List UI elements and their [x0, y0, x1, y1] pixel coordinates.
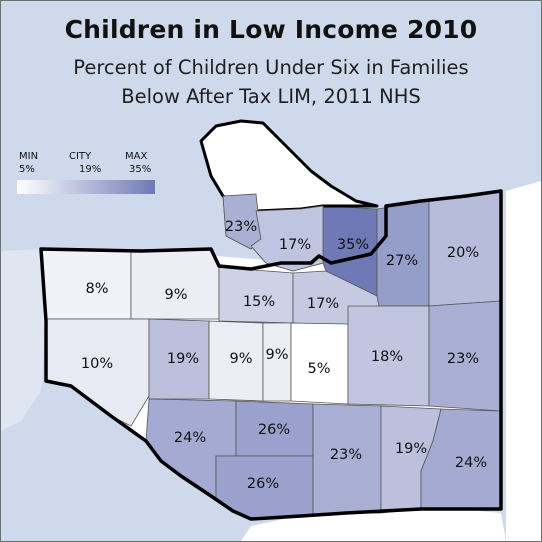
east-land — [506, 181, 541, 541]
map-subtitle-line2: Below After Tax LIM, 2011 NHS — [121, 85, 421, 108]
label-grandview-woodland: 27% — [386, 253, 418, 269]
region-kitsilano — [130, 248, 220, 320]
label-west-point-grey: 8% — [85, 281, 108, 297]
label-victoria-fraserview: 19% — [395, 441, 427, 457]
legend-city-value: 19% — [79, 164, 102, 175]
label-killarney: 24% — [455, 455, 487, 471]
legend-max-label: MAX — [125, 151, 148, 162]
label-fairview: 15% — [243, 294, 275, 310]
label-oakridge: 26% — [258, 422, 290, 438]
label-west-end: 23% — [225, 219, 257, 235]
legend: MIN 5% CITY 19% MAX 35% — [17, 149, 157, 199]
legend-min-label: MIN — [19, 151, 39, 162]
label-marpole: 26% — [247, 476, 279, 492]
label-mount-pleasant: 17% — [307, 296, 339, 312]
label-sunset: 23% — [330, 447, 362, 463]
map-title: Children in Low Income 2010 — [64, 15, 478, 44]
label-renfrew-collingwood: 23% — [447, 351, 479, 367]
legend-max-value: 35% — [129, 164, 152, 175]
label-downtown: 17% — [279, 237, 311, 253]
map-subtitle-line1: Percent of Children Under Six in Familie… — [73, 56, 469, 79]
label-arbutus-ridge: 19% — [167, 351, 199, 367]
label-kerrisdale: 24% — [174, 430, 206, 446]
label-kitsilano: 9% — [164, 287, 187, 303]
label-riley-park: 5% — [307, 361, 330, 377]
legend-city-label: CITY — [69, 151, 92, 162]
label-south-cambie: 9% — [265, 347, 288, 363]
label-dunbar-southlands: 10% — [81, 356, 113, 372]
downtown-overlay — [250, 205, 324, 272]
city-boundary — [39, 189, 503, 521]
legend-min-value: 5% — [19, 164, 35, 175]
legend-color-ramp — [17, 180, 155, 194]
label-hastings-sunrise: 20% — [447, 245, 479, 261]
label-strathcona: 35% — [337, 237, 369, 253]
west-land — [1, 249, 46, 431]
label-shaughnessy: 9% — [229, 351, 252, 367]
label-kensington-cedar-cottage: 18% — [371, 349, 403, 365]
